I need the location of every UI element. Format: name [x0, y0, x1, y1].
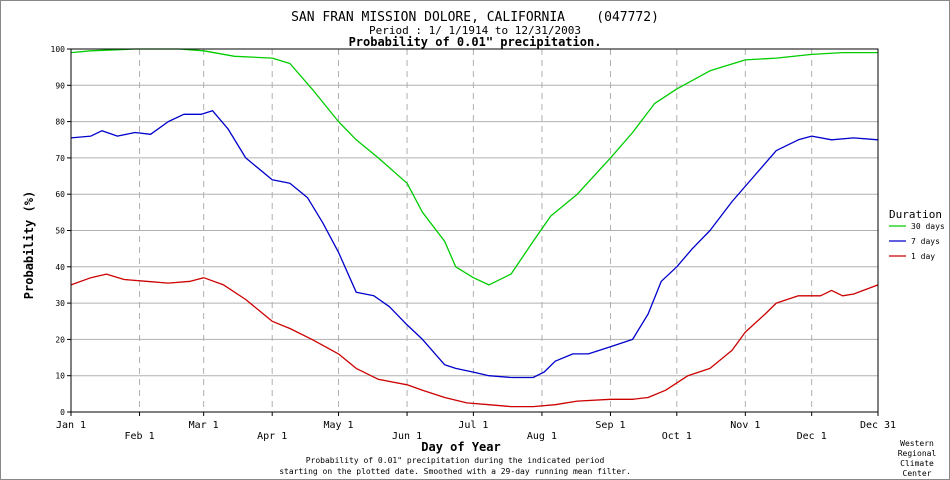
credit-line: Climate — [900, 459, 934, 468]
chart-period: Period : 1/ 1/1914 to 12/31/2003 — [369, 24, 581, 37]
x-axis-label: Day of Year — [421, 440, 500, 454]
series-line-7-days — [70, 110, 879, 379]
legend-label: 1 day — [911, 252, 935, 261]
y-tick-label: 0 — [60, 408, 65, 417]
credit-line: Center — [903, 469, 932, 478]
y-axis-ticks: 0 10 20 30 40 50 60 70 80 90 100 — [51, 45, 71, 417]
x-tick-label: Jan 1 — [56, 420, 86, 431]
y-tick-label: 100 — [51, 45, 66, 54]
y-tick-label: 90 — [55, 81, 65, 90]
x-tick-label: Jun 1 — [392, 431, 422, 442]
credit-line: Regional — [898, 449, 937, 458]
x-tick-label: Mar 1 — [189, 420, 219, 431]
y-tick-label: 40 — [55, 263, 65, 272]
grid — [71, 49, 878, 412]
x-tick-label: Jul 1 — [458, 420, 488, 431]
y-tick-label: 10 — [55, 372, 65, 381]
x-tick-label: Aug 1 — [527, 431, 557, 442]
series-lines — [70, 48, 879, 408]
chart-title: SAN FRAN MISSION DOLORE, CALIFORNIA (047… — [291, 10, 659, 25]
y-tick-label: 70 — [55, 154, 65, 163]
series-line-30-days — [70, 48, 878, 286]
x-tick-label: Nov 1 — [730, 420, 760, 431]
series-line-1-day — [70, 273, 879, 408]
x-tick-label: Apr 1 — [257, 431, 287, 442]
x-tick-label: Sep 1 — [595, 420, 625, 431]
y-tick-label: 60 — [55, 190, 65, 199]
legend-label: 30 days — [911, 222, 945, 231]
footnote-line-2: starting on the plotted date. Smoothed w… — [279, 467, 631, 476]
legend-label: 7 days — [911, 237, 940, 246]
plot-frame — [70, 48, 879, 413]
y-tick-label: 80 — [55, 118, 65, 127]
footnote-line-1: Probability of 0.01" precipitation durin… — [306, 456, 605, 465]
chart-subtitle: Probability of 0.01" precipitation. — [349, 35, 602, 49]
y-tick-label: 30 — [55, 299, 65, 308]
x-axis-ticks: Jan 1 Feb 1 Mar 1 Apr 1 May 1 Jun 1 Jul 1 Aug 1… — [56, 412, 896, 442]
y-tick-label: 50 — [55, 227, 65, 236]
legend: Duration 30 days 7 days 1 day — [889, 208, 945, 261]
y-tick-label: 20 — [55, 335, 65, 344]
x-tick-label: Dec 1 — [797, 431, 827, 442]
x-tick-label: May 1 — [323, 420, 353, 431]
credit-line: Western — [900, 439, 934, 448]
x-tick-label: Feb 1 — [124, 431, 154, 442]
x-tick-label: Oct 1 — [662, 431, 692, 442]
legend-title: Duration — [889, 208, 942, 221]
y-axis-label: Probability (%) — [22, 191, 36, 299]
x-tick-label: Dec 31 — [860, 420, 896, 431]
